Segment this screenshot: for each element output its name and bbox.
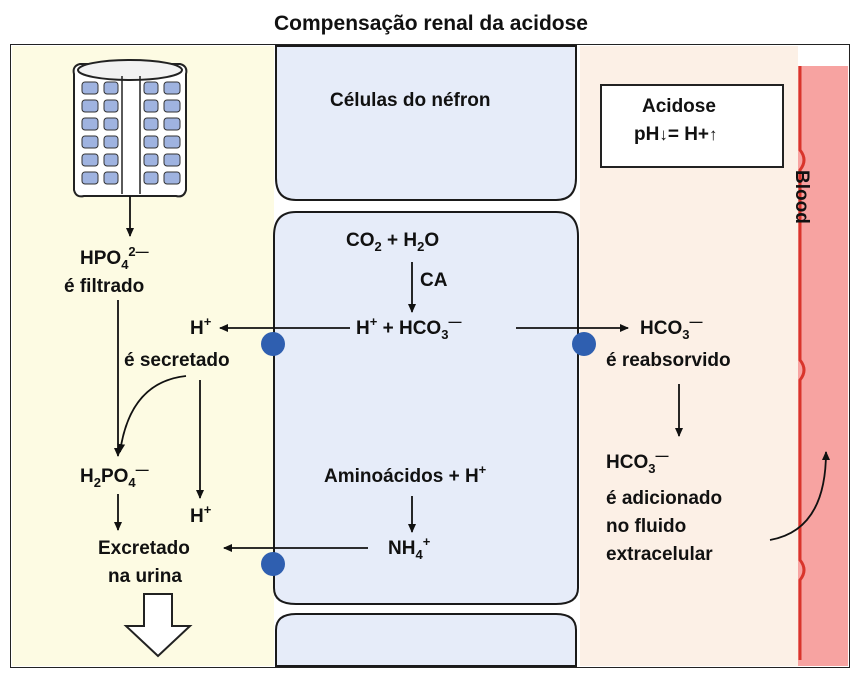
- transporter-h-secretion: [261, 332, 285, 356]
- tubule-segment-icon: [72, 59, 188, 198]
- urine-outflow-arrow: [123, 593, 193, 658]
- arrow-to-blood: [769, 451, 830, 541]
- blood-label: Blood: [791, 170, 812, 224]
- ca-label: CA: [420, 270, 448, 291]
- acidosis-label: Acidose: [642, 96, 716, 117]
- amino-label: Aminoácidos + H+: [324, 462, 487, 487]
- extracelular-label: extracelular: [606, 544, 713, 565]
- transporter-hco3-reabsorption: [572, 332, 596, 356]
- diagram-frame: [10, 44, 850, 668]
- hpo4-label: HPO42—: [80, 244, 149, 272]
- hco3-added-label: HCO3—: [606, 448, 669, 476]
- adicionado-label: é adicionado: [606, 488, 723, 509]
- no-fluido-label: no fluido: [606, 516, 687, 537]
- excretado-label: Excretado: [98, 538, 190, 559]
- nh4-label: NH4+: [388, 534, 431, 562]
- arrow-down-icon: ↓: [659, 125, 668, 144]
- cells-label: Células do néfron: [330, 90, 491, 111]
- h-hco3-label: H+ + HCO3—: [356, 314, 462, 342]
- h2po4-label: H2PO4—: [80, 462, 149, 490]
- nephron-cell-top: [275, 45, 577, 201]
- acidosis-box: [600, 84, 784, 168]
- arrow-h-binds-hpo4: [117, 375, 187, 453]
- reabsorvido-label: é reabsorvido: [606, 350, 731, 371]
- arrow-up-icon: ↑: [709, 125, 718, 144]
- ph-relation: pH↓= H+↑: [634, 124, 718, 145]
- blood-vessel: [798, 66, 848, 666]
- co2-h2o-label: CO2 + H2O: [346, 230, 440, 254]
- h-secreted-label: H+: [190, 314, 212, 339]
- nephron-cell-middle: [273, 211, 579, 605]
- blood-vessel-wall: [798, 66, 806, 660]
- nephron-cell-bottom: [275, 613, 577, 667]
- diagram-title: Compensação renal da acidose: [274, 12, 588, 35]
- filtrado-label: é filtrado: [64, 276, 145, 297]
- hco3-reabsorbed-label: HCO3—: [640, 314, 703, 342]
- secretado-label: é secretado: [124, 350, 230, 371]
- transporter-nh4-excretion: [261, 552, 285, 576]
- na-urina-label: na urina: [108, 566, 182, 587]
- h-bottom-label: H+: [190, 502, 212, 527]
